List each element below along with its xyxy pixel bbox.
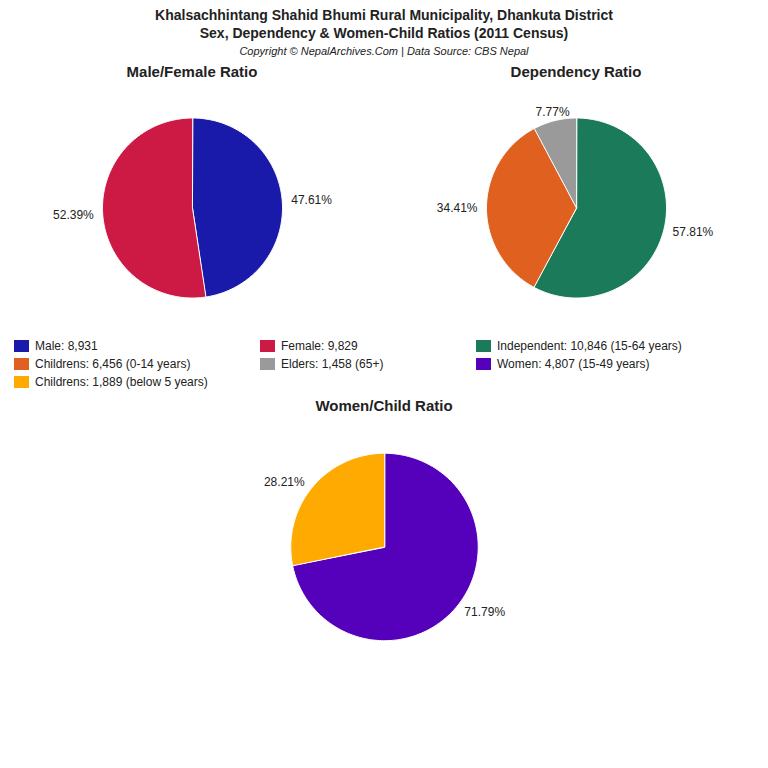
- html-text:Khalsachhintang Shahid Bhumi R: Khalsachhintang Shahid Bhumi Rural Munic…: [155, 7, 613, 23]
- svg-text:52.39%: 52.39%: [53, 208, 94, 222]
- html-text:Childrens: 6,456 (0-14 years): Childrens: 6,456 (0-14 years): [35, 357, 191, 371]
- html-text:Women: 4,807 (15-49 years): Women: 4,807 (15-49 years): [497, 357, 650, 371]
- svg-text:34.41%: 34.41%: [437, 201, 478, 215]
- html-text:Copyright © NepalArchives.Com: Copyright © NepalArchives.Com | Data Sou…: [239, 45, 529, 57]
- html-text:Male: 8,931: Male: 8,931: [35, 339, 98, 353]
- svg-text:47.61%: 47.61%: [291, 193, 332, 207]
- html-text:Male/Female Ratio: Male/Female Ratio: [126, 63, 258, 80]
- svg-text:7.77%: 7.77%: [536, 105, 570, 119]
- html-text:Sex, Dependency & Women-Child: Sex, Dependency & Women-Child Ratios (20…: [199, 25, 569, 41]
- html-text:Female: 9,829: Female: 9,829: [281, 339, 358, 353]
- svg-text:28.21%: 28.21%: [264, 475, 305, 489]
- svg-text:71.79%: 71.79%: [464, 605, 505, 619]
- html-text:Dependency Ratio: Dependency Ratio: [510, 63, 642, 80]
- html-text:Independent: 10,846 (15-64 yea: Independent: 10,846 (15-64 years): [497, 339, 682, 353]
- html-text:Women/Child Ratio: Women/Child Ratio: [315, 397, 453, 414]
- html-text:Elders: 1,458 (65+): Elders: 1,458 (65+): [281, 357, 384, 371]
- html-text:Childrens: 1,889 (below 5 year: Childrens: 1,889 (below 5 years): [35, 375, 208, 389]
- svg-text:57.81%: 57.81%: [673, 225, 714, 239]
